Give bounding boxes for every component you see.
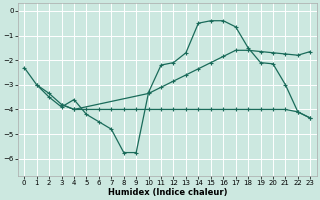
X-axis label: Humidex (Indice chaleur): Humidex (Indice chaleur) xyxy=(108,188,227,197)
